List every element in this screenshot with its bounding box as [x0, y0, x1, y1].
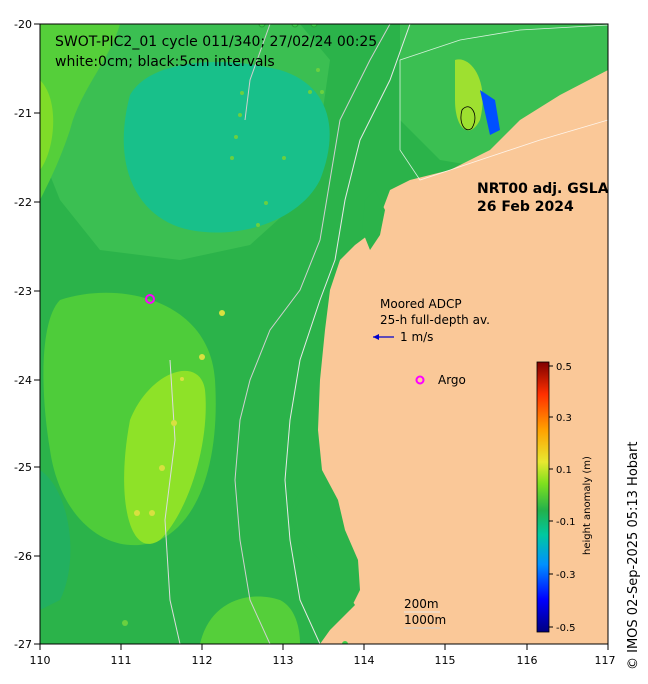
adcp-marker: [282, 156, 286, 160]
adcp-marker: [230, 156, 234, 160]
isobath-extra: [244, 24, 271, 121]
adcp-marker: [320, 90, 324, 94]
colorbar-tick-label: -0.1: [556, 517, 576, 528]
adcp-legend-title: Moored ADCP: [380, 297, 462, 311]
isobath-west: [164, 359, 181, 644]
y-axis: -20 -21 -22 -23 -24 -25 -26 -27: [14, 18, 40, 651]
swot-contour-black: [460, 106, 476, 131]
sla-eddy-teal: [123, 62, 330, 233]
adcp-marker: [238, 113, 242, 117]
adcp-marker: [171, 420, 177, 426]
y-tick-label: -26: [14, 550, 32, 563]
adcp-marker: [342, 641, 348, 644]
argo-legend-marker: [415, 375, 425, 385]
credit-text: © IMOS 02-Sep-2025 05:13 Hobart: [626, 442, 641, 670]
adcp-marker: [256, 223, 260, 227]
y-tick-label: -27: [14, 638, 32, 651]
y-tick-label: -21: [14, 107, 32, 120]
y-tick-label: -23: [14, 285, 32, 298]
y-tick-label: -24: [14, 374, 32, 387]
y-tick-label: -20: [14, 18, 32, 31]
colorbar-gradient: [536, 361, 550, 633]
y-tick-label: -22: [14, 196, 32, 209]
sla-region-teal-sw: [40, 470, 71, 610]
adcp-marker: [316, 68, 320, 72]
colorbar: 0.5 0.3 0.1 -0.1 -0.3 -0.5 height anomal…: [536, 361, 593, 634]
sla-region-lightgreen-nw: [40, 24, 120, 200]
adcp-marker: [291, 24, 299, 28]
map-subtitle: white:0cm; black:5cm intervals: [55, 54, 275, 70]
adcp-marker: [159, 465, 165, 471]
adcp-marker: [199, 354, 205, 360]
adcp-legend-subtitle: 25-h full-depth av.: [380, 313, 490, 327]
sla-patch-yellow: [455, 59, 483, 131]
adcp-markers: [122, 24, 348, 644]
x-tick-label: 112: [192, 654, 213, 667]
adcp-marker: [240, 91, 244, 95]
y-tick-label: -25: [14, 461, 32, 474]
x-axis: 110 111 112 113 114 115 116 117: [30, 644, 616, 667]
product-date: 26 Feb 2024: [477, 199, 574, 215]
velocity-scale-label: 1 m/s: [400, 330, 433, 344]
sla-patch-blue: [480, 90, 500, 135]
map-title: SWOT-PIC2_01 cycle 011/340; 27/02/24 00:…: [55, 34, 377, 50]
adcp-marker: [180, 377, 184, 381]
colorbar-tick-label: -0.5: [556, 623, 576, 634]
x-tick-label: 114: [354, 654, 375, 667]
swot-swath-contour: [399, 24, 608, 181]
adcp-marker: [264, 201, 268, 205]
isobath-200m: [284, 24, 411, 644]
argo-legend-label: Argo: [438, 373, 466, 387]
isobath-legend-1000m: 1000m: [404, 613, 446, 627]
colorbar-tick-label: 0.5: [556, 362, 572, 373]
colorbar-tick-label: -0.3: [556, 570, 576, 581]
x-tick-label: 110: [30, 654, 51, 667]
isobath-legend-200m: 200m: [404, 597, 439, 611]
adcp-marker: [134, 510, 140, 516]
exmouth-gulf-water: [362, 190, 385, 250]
x-tick-label: 117: [595, 654, 616, 667]
shark-bay-water: [285, 470, 355, 610]
velocity-scale-arrow: [373, 334, 394, 340]
x-tick-label: 116: [517, 654, 538, 667]
sla-region-yellowgreen-nw: [40, 80, 54, 170]
map-plot-area: [40, 24, 608, 644]
adcp-marker: [219, 310, 225, 316]
adcp-marker: [122, 620, 128, 626]
map-frame: [39, 23, 609, 645]
isobath-1000m: [234, 24, 391, 644]
colorbar-tick-label: 0.1: [556, 465, 572, 476]
x-tick-label: 113: [273, 654, 294, 667]
sla-region-green-s: [200, 596, 300, 644]
x-tick-label: 111: [111, 654, 132, 667]
product-label: NRT00 adj. GSLA: [477, 181, 609, 197]
adcp-marker: [149, 510, 155, 516]
colorbar-tick-label: 0.3: [556, 413, 572, 424]
adcp-marker: [258, 24, 266, 28]
land-mass-australia: [318, 70, 608, 644]
adcp-marker: [308, 90, 312, 94]
argo-float-marker: [145, 294, 155, 304]
sla-eddy-yellowgreen: [124, 370, 206, 544]
colorbar-title: height anomaly (m): [582, 456, 593, 555]
adcp-marker: [310, 24, 318, 28]
x-tick-label: 115: [435, 654, 456, 667]
adcp-marker: [234, 135, 238, 139]
